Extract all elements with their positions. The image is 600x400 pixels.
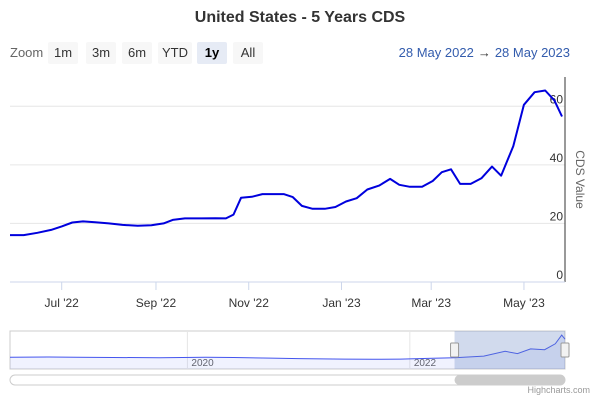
chart-title: United States - 5 Years CDS [194, 9, 406, 26]
navigator-handle-right[interactable] [560, 342, 570, 358]
x-tick-label: Sep '22 [136, 296, 177, 310]
range-button-all[interactable]: All [233, 42, 263, 64]
date-arrow: → [477, 45, 491, 60]
y-tick-label: 0 [556, 268, 563, 282]
x-tick-label: May '23 [503, 296, 545, 310]
date-to-input[interactable]: 28 May 2023 [494, 45, 570, 60]
credits-link[interactable]: Highcharts.com [527, 385, 590, 395]
x-tick-label: Jul '22 [45, 296, 80, 310]
series-line [10, 89, 563, 237]
range-button-1m[interactable]: 1m [48, 42, 78, 64]
y-tick-label: 20 [550, 209, 564, 223]
y-tick-label: 40 [550, 151, 564, 165]
date-range: 28 May 2022 → 28 May 2023 [399, 45, 570, 60]
x-tick-label: Nov '22 [229, 296, 270, 310]
x-tick-label: Jan '23 [322, 296, 361, 310]
navigator-tick-label: 2022 [414, 358, 437, 369]
navigator-area [10, 335, 565, 369]
y-axis-title: CDS Value [573, 150, 587, 209]
range-button-3m[interactable]: 3m [86, 42, 116, 64]
navigator-mask [454, 331, 565, 369]
x-tick-label: Mar '23 [411, 296, 451, 310]
date-from-input[interactable]: 28 May 2022 [398, 45, 474, 60]
range-button-1y[interactable]: 1y [197, 42, 227, 64]
zoom-label: Zoom [10, 45, 44, 60]
scrollbar-thumb[interactable] [454, 375, 565, 385]
navigator-series [9, 334, 566, 360]
range-button-6m[interactable]: 6m [122, 42, 152, 64]
navigator-handle-left[interactable] [450, 342, 460, 358]
range-button-ytd[interactable]: YTD [158, 42, 192, 64]
y-tick-label: 60 [550, 92, 564, 106]
navigator-tick-label: 2020 [191, 358, 214, 369]
